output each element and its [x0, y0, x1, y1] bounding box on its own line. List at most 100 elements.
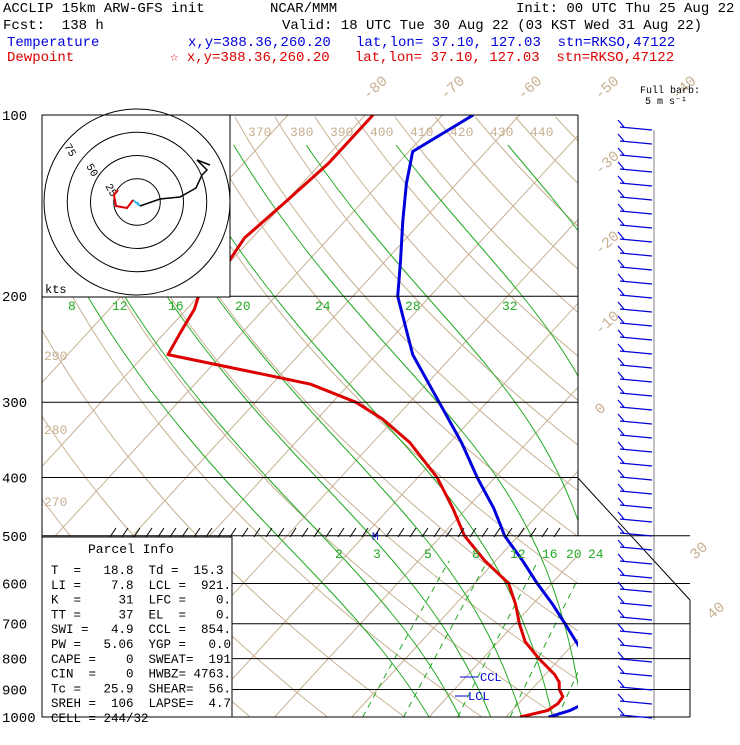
pressure-tick-label: 900	[2, 683, 27, 699]
isotherm-label: -10	[592, 308, 623, 339]
mixing-ratio-label: 20	[566, 547, 582, 562]
dry-adiabat	[195, 117, 740, 717]
theta-label: 280	[44, 423, 67, 438]
wind-barb	[618, 190, 652, 200]
temperature-info: x,y=388.36,260.20 lat,lon= 37.10, 127.03…	[188, 35, 675, 51]
parcel-info-row: CIN = 0 HWBZ= 4763.	[51, 668, 231, 682]
wind-barb	[618, 218, 652, 228]
wind-barb	[618, 386, 652, 396]
dry-adiabat	[555, 117, 740, 717]
mixing-ratio-label: 20	[235, 299, 251, 314]
dewpoint-info: ☆ x,y=388.36,260.20 lat,lon= 37.10, 127.…	[170, 50, 674, 66]
right-axis-slant	[578, 478, 690, 600]
temperature-profile	[398, 115, 598, 717]
forecast-hour: Fcst: 138 h	[3, 18, 104, 34]
wind-barb	[618, 470, 652, 480]
isotherm-line	[275, 115, 740, 717]
wind-barb	[618, 162, 652, 172]
wind-barb	[618, 288, 652, 298]
temperature-label: Temperature	[7, 35, 99, 51]
wind-barb	[618, 666, 652, 676]
wind-barb	[618, 512, 652, 522]
lcl-label: LCL	[468, 690, 490, 704]
mixing-ratio-line	[620, 561, 689, 717]
theta-label: 380	[290, 125, 313, 140]
org-title: NCAR/MMM	[270, 1, 337, 17]
wind-barb	[618, 624, 652, 634]
wind-barb	[618, 372, 652, 382]
pressure-tick-label: 1000	[2, 711, 36, 727]
pressure-tick-label: 300	[2, 396, 27, 412]
wind-barb	[618, 358, 652, 368]
isotherm-line	[429, 115, 740, 717]
wind-barb	[618, 414, 652, 424]
isotherm-label: -50	[592, 73, 623, 104]
wind-barb	[618, 498, 652, 508]
theta-label: 370	[248, 125, 271, 140]
isotherm-line	[352, 115, 740, 717]
wind-barb	[618, 568, 652, 578]
dry-adiabat	[475, 117, 740, 717]
moist-adiabat	[234, 145, 584, 717]
mixing-ratio-label: 24	[588, 547, 604, 562]
parcel-info-title: Parcel Info	[88, 542, 174, 557]
dry-adiabat	[435, 117, 740, 717]
mixing-ratio-label: 8	[472, 547, 480, 562]
isotherm-label: 0	[592, 400, 610, 419]
wind-barb	[618, 344, 652, 354]
parcel-info-row: CELL = 244/32	[51, 712, 149, 726]
dry-adiabat	[676, 117, 740, 717]
wind-barb	[618, 638, 652, 648]
wind-barb	[618, 302, 652, 312]
theta-label: 390	[330, 125, 353, 140]
isotherm-label: -80	[360, 73, 391, 104]
mixing-ratio-label: 24	[315, 299, 331, 314]
wind-barb	[618, 316, 652, 326]
wind-barb	[618, 554, 652, 564]
theta-label: 270	[44, 495, 67, 510]
dry-adiabat	[716, 117, 740, 717]
theta-label: 290	[44, 349, 67, 364]
wind-barb	[618, 274, 652, 284]
mixing-ratio-label: 12	[510, 547, 526, 562]
model-title: ACCLIP 15km ARW-GFS init	[3, 1, 205, 17]
wind-barb	[618, 246, 652, 256]
wind-barb	[618, 652, 652, 662]
wind-barb	[618, 330, 652, 340]
theta-label: 410	[410, 125, 433, 140]
parcel-info-row: SREH = 106 LAPSE= 4.7	[51, 697, 231, 711]
wind-barb	[618, 456, 652, 466]
dry-adiabat	[235, 117, 740, 717]
mixing-ratio-label: 32	[502, 299, 518, 314]
wind-barb	[618, 204, 652, 214]
mixing-ratio-label: 16	[542, 547, 558, 562]
isotherm-line	[661, 115, 740, 717]
ccl-label: CCL	[480, 671, 502, 685]
wind-barb	[618, 134, 652, 144]
barb-legend-title: Full barb:	[640, 85, 700, 97]
dry-adiabat	[515, 117, 740, 717]
wind-barb	[618, 694, 652, 704]
isotherm-line	[583, 115, 740, 717]
wind-barb	[618, 484, 652, 494]
pressure-tick-label: 800	[2, 653, 27, 669]
pressure-tick-label: 500	[2, 530, 27, 546]
dry-adiabat	[275, 117, 740, 717]
dry-adiabat	[636, 117, 740, 717]
pressure-tick-label: 400	[2, 471, 27, 487]
wind-barb	[618, 148, 652, 158]
parcel-info-row: TT = 37 EL = 0.	[51, 608, 231, 622]
dewpoint-label: Dewpoint	[7, 50, 74, 66]
valid-time: Valid: 18 UTC Tue 30 Aug 22 (03 KST Wed …	[282, 18, 702, 34]
wind-barb	[618, 176, 652, 186]
mixing-ratio-label: 12	[112, 299, 128, 314]
mixing-ratio-line	[363, 561, 449, 717]
wind-barb	[618, 120, 652, 130]
mixing-ratio-label: 8	[68, 299, 76, 314]
mixing-ratio-line	[592, 561, 663, 717]
init-time: Init: 00 UTC Thu 25 Aug 22	[516, 1, 734, 17]
parcel-info-row: LI = 7.8 LCL = 921.	[51, 579, 231, 593]
parcel-info-row: Tc = 25.9 SHEAR= 56.	[51, 682, 231, 696]
theta-label: 400	[370, 125, 393, 140]
mixing-ratio-label: 2	[335, 547, 343, 562]
